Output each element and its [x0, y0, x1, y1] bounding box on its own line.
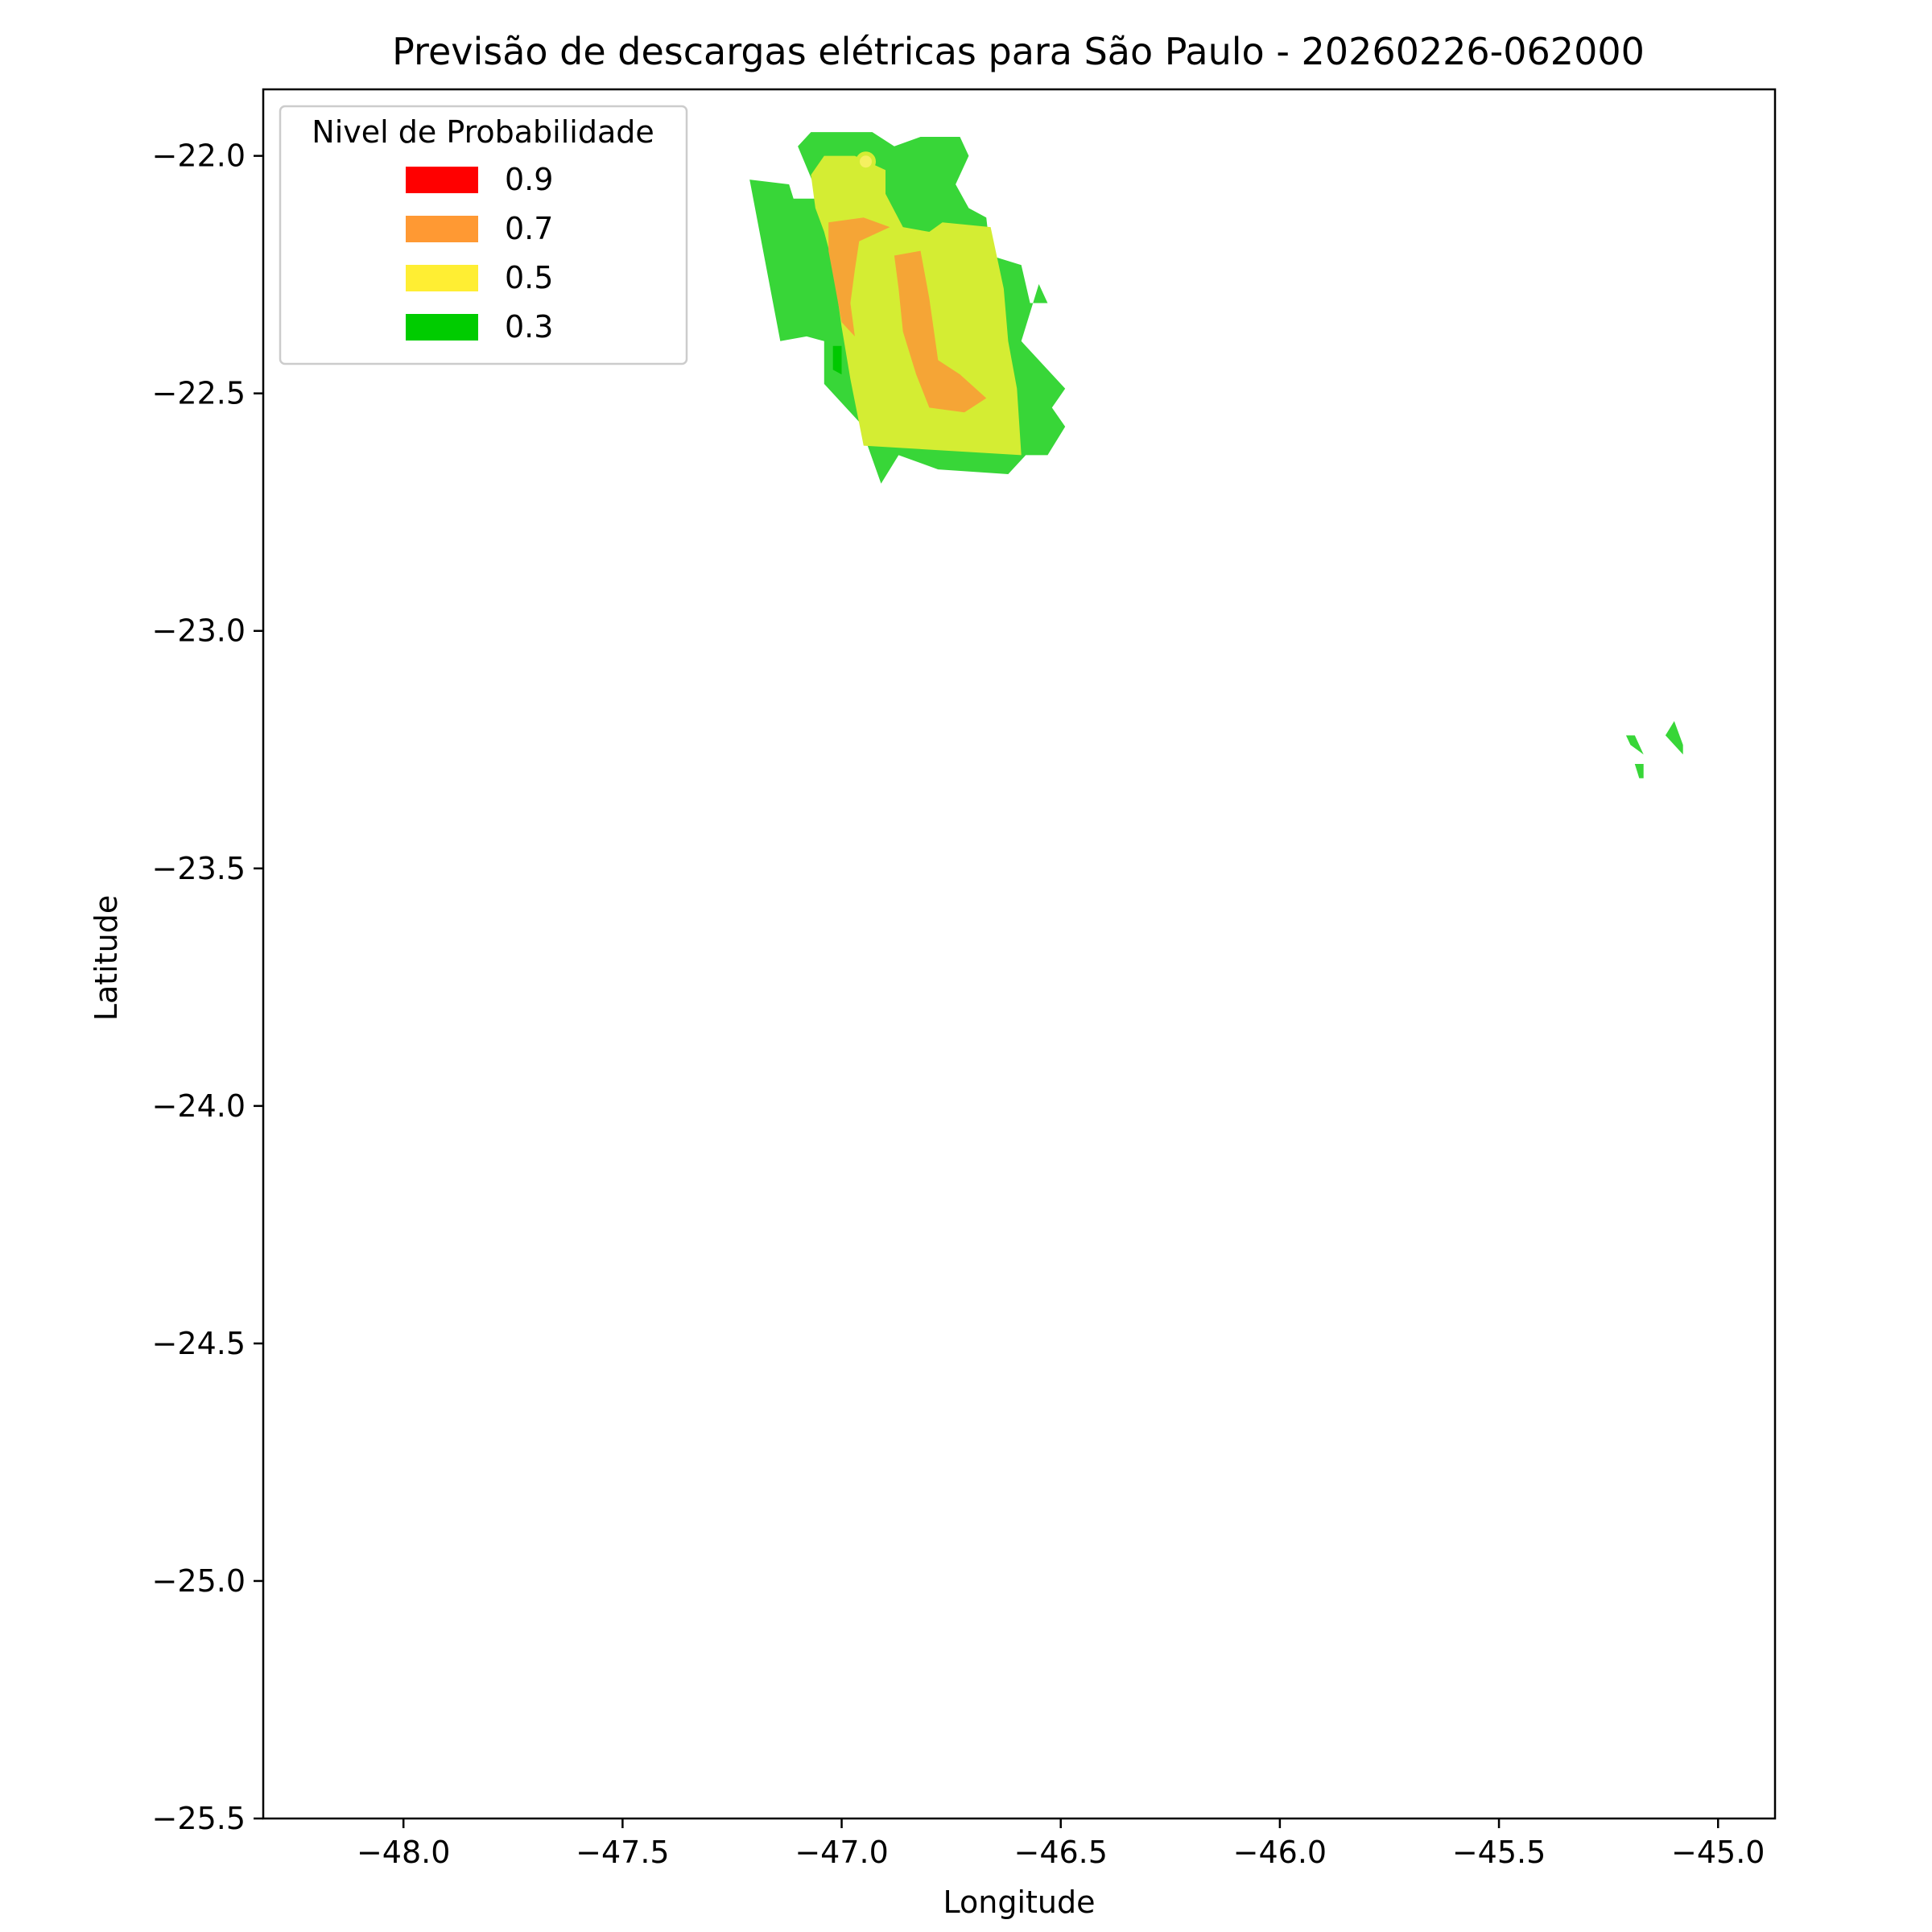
region-2-level-0.7 [894, 250, 987, 413]
legend-swatch-0.5 [406, 265, 478, 291]
x-tick-label: −48.0 [357, 1835, 450, 1870]
y-tick-label: −24.5 [152, 1326, 246, 1361]
legend-label-0.7: 0.7 [505, 211, 553, 246]
legend: Nivel de Probabilidade 0.9 0.7 0.5 0.3 [279, 105, 688, 365]
legend-box [279, 105, 688, 365]
legend-entries: 0.9 0.7 0.5 0.3 [406, 162, 553, 345]
x-tick-label: −47.5 [576, 1835, 669, 1870]
legend-title: Nivel de Probabilidade [312, 114, 654, 150]
x-axis: −48.0 −47.5 −47.0 −46.5 −46.0 −45.5 −45.0 [357, 1818, 1765, 1870]
region-6-level-0.3 [1665, 720, 1683, 755]
y-tick-label: −25.0 [152, 1563, 246, 1599]
plot-frame [262, 88, 1777, 1820]
y-tick-label: −24.0 [152, 1088, 246, 1124]
x-axis-label: Longitude [943, 1885, 1096, 1920]
legend-swatch-0.7 [406, 216, 478, 242]
y-tick-label: −22.0 [152, 138, 246, 174]
x-tick-label: −46.5 [1013, 1835, 1107, 1870]
y-tick-label: −22.5 [152, 376, 246, 411]
y-tick-label: −25.5 [152, 1801, 246, 1836]
legend-label-0.5: 0.5 [505, 260, 553, 295]
region-5-level-0.3 [1634, 764, 1644, 778]
region-3-level-0.7 [828, 217, 890, 336]
y-tick-label: −23.0 [152, 613, 246, 649]
legend-label-0.3: 0.3 [505, 309, 553, 345]
y-axis: −22.0 −22.5 −23.0 −23.5 −24.0 −24.5 −25.0 −25.5 [152, 138, 263, 1836]
location-marker [856, 151, 876, 172]
x-tick-label: −45.0 [1671, 1835, 1765, 1870]
region-4-level-0.3 [1625, 735, 1644, 755]
x-tick-label: −47.0 [795, 1835, 888, 1870]
legend-swatch-0.9 [406, 167, 478, 193]
probability-regions [749, 132, 1683, 778]
marker-dot [856, 151, 876, 172]
region-7-level-0.3 [832, 345, 842, 375]
y-tick-label: −23.5 [152, 851, 246, 886]
chart-title: Previsão de descargas elétricas para São… [392, 30, 1645, 73]
y-axis-label: Latitude [89, 895, 124, 1021]
legend-swatch-0.3 [406, 314, 478, 341]
x-tick-label: −46.0 [1233, 1835, 1327, 1870]
legend-label-0.9: 0.9 [505, 162, 553, 197]
x-tick-label: −45.5 [1452, 1835, 1546, 1870]
